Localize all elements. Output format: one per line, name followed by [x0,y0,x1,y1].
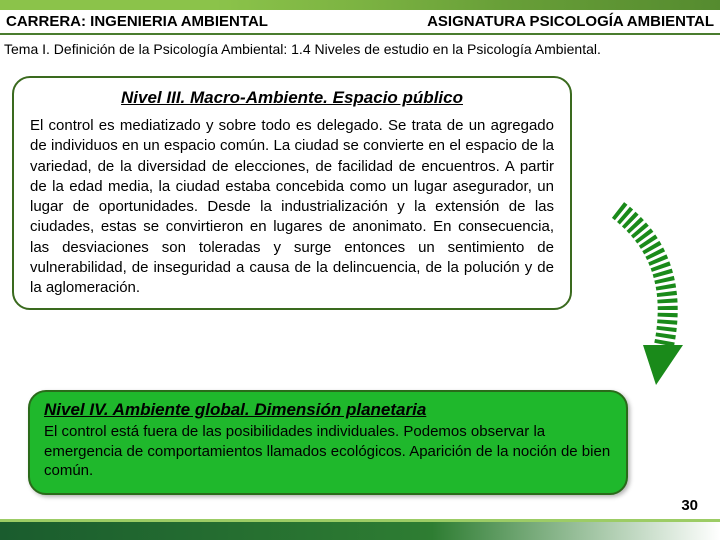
level-4-body: El control está fuera de las posibilidad… [44,422,612,481]
asignatura-label: ASIGNATURA PSICOLOGÍA AMBIENTAL [360,13,714,30]
top-decorative-strip [0,0,720,10]
level-3-title: Nivel III. Macro-Ambiente. Espacio públi… [30,88,554,108]
level-4-title: Nivel IV. Ambiente global. Dimensión pla… [44,400,612,420]
curved-arrow-icon [588,200,708,400]
carrera-label: CARRERA: INGENIERIA AMBIENTAL [6,13,360,30]
page-number: 30 [681,497,698,514]
level-4-box: Nivel IV. Ambiente global. Dimensión pla… [28,390,628,495]
level-3-box: Nivel III. Macro-Ambiente. Espacio públi… [12,76,572,310]
topic-subheader: Tema I. Definición de la Psicología Ambi… [0,35,720,63]
level-3-body: El control es mediatizado y sobre todo e… [30,116,554,298]
header-row: CARRERA: INGENIERIA AMBIENTAL ASIGNATURA… [0,10,720,35]
bottom-decorative-bar [0,522,720,540]
